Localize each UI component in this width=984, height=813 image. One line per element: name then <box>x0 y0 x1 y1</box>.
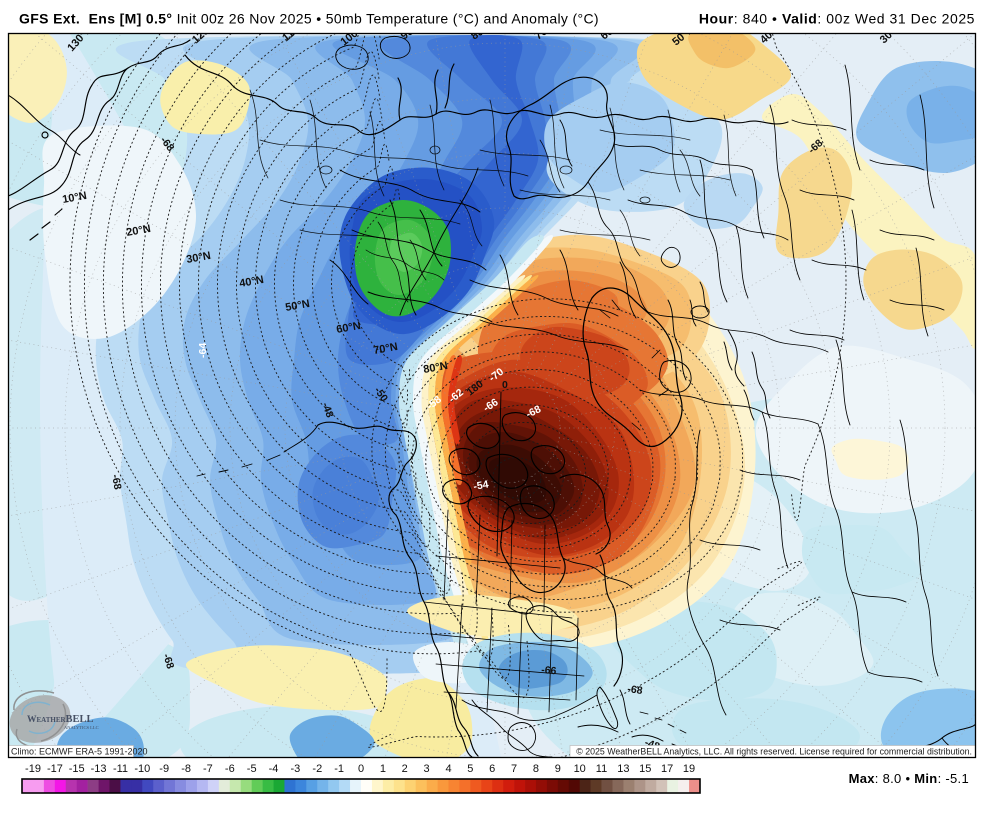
svg-text:Max: 8.0 • Min: -5.1: Max: 8.0 • Min: -5.1 <box>849 771 969 786</box>
svg-text:15: 15 <box>639 763 651 775</box>
svg-text:60°N: 60°N <box>335 320 361 336</box>
svg-text:-1: -1 <box>334 763 344 775</box>
svg-text:13: 13 <box>617 763 629 775</box>
svg-text:-48: -48 <box>319 401 336 420</box>
svg-text:-54: -54 <box>472 478 489 492</box>
svg-text:© 2025 WeatherBELL Analytics,: © 2025 WeatherBELL Analytics, LLC. All r… <box>576 747 972 757</box>
svg-text:Hour: 840 • Valid: 00z Wed 31: Hour: 840 • Valid: 00z Wed 31 Dec 2025 <box>699 11 975 27</box>
svg-text:-2: -2 <box>312 763 322 775</box>
svg-text:5: 5 <box>467 763 473 775</box>
svg-text:-4: -4 <box>269 763 279 775</box>
svg-text:4: 4 <box>445 763 451 775</box>
svg-text:80°E: 80°E <box>469 19 496 42</box>
svg-text:GFS Ext. Ens [M] 0.5° Init 00: GFS Ext. Ens [M] 0.5° Init 00z 26 Nov 20… <box>19 11 599 27</box>
svg-text:WEATHERBELL: WEATHERBELL <box>27 714 94 725</box>
svg-text:10: 10 <box>574 763 586 775</box>
svg-text:0: 0 <box>358 763 364 775</box>
svg-text:10°N: 10°N <box>61 190 87 206</box>
svg-text:20°N: 20°N <box>125 223 151 239</box>
svg-text:-68: -68 <box>109 473 123 490</box>
svg-text:-19: -19 <box>25 763 41 775</box>
svg-text:-3: -3 <box>291 763 301 775</box>
svg-text:-66: -66 <box>541 664 557 677</box>
svg-text:-68: -68 <box>627 683 644 697</box>
svg-text:1: 1 <box>380 763 386 775</box>
svg-text:ANALYTICS LLC: ANALYTICS LLC <box>64 725 99 730</box>
svg-text:8: 8 <box>533 763 539 775</box>
svg-text:40°N: 40°N <box>238 274 264 290</box>
svg-text:30°N: 30°N <box>185 250 211 266</box>
svg-text:19: 19 <box>683 763 695 775</box>
svg-text:50°N: 50°N <box>284 298 310 314</box>
svg-text:-11: -11 <box>113 763 128 775</box>
svg-text:-6: -6 <box>225 763 235 775</box>
svg-text:70°N: 70°N <box>372 341 398 357</box>
svg-text:-15: -15 <box>69 763 85 775</box>
svg-text:-13: -13 <box>91 763 107 775</box>
svg-text:-9: -9 <box>159 763 169 775</box>
svg-text:-64: -64 <box>197 343 209 358</box>
svg-text:17: 17 <box>661 763 673 775</box>
svg-text:2: 2 <box>402 763 408 775</box>
svg-text:-8: -8 <box>181 763 191 775</box>
svg-text:-10: -10 <box>134 763 150 775</box>
svg-text:-68: -68 <box>160 652 176 670</box>
svg-text:-7: -7 <box>203 763 213 775</box>
svg-text:6: 6 <box>489 763 495 775</box>
svg-text:0: 0 <box>502 379 508 391</box>
svg-text:-17: -17 <box>47 763 63 775</box>
svg-text:7: 7 <box>511 763 517 775</box>
svg-text:9: 9 <box>555 763 561 775</box>
svg-text:-5: -5 <box>247 763 257 775</box>
svg-text:3: 3 <box>424 763 430 775</box>
svg-text:11: 11 <box>596 763 607 775</box>
svg-text:80°N: 80°N <box>422 360 448 376</box>
svg-text:Climo: ECMWF ERA-5 1991-2020: Climo: ECMWF ERA-5 1991-2020 <box>11 747 148 757</box>
